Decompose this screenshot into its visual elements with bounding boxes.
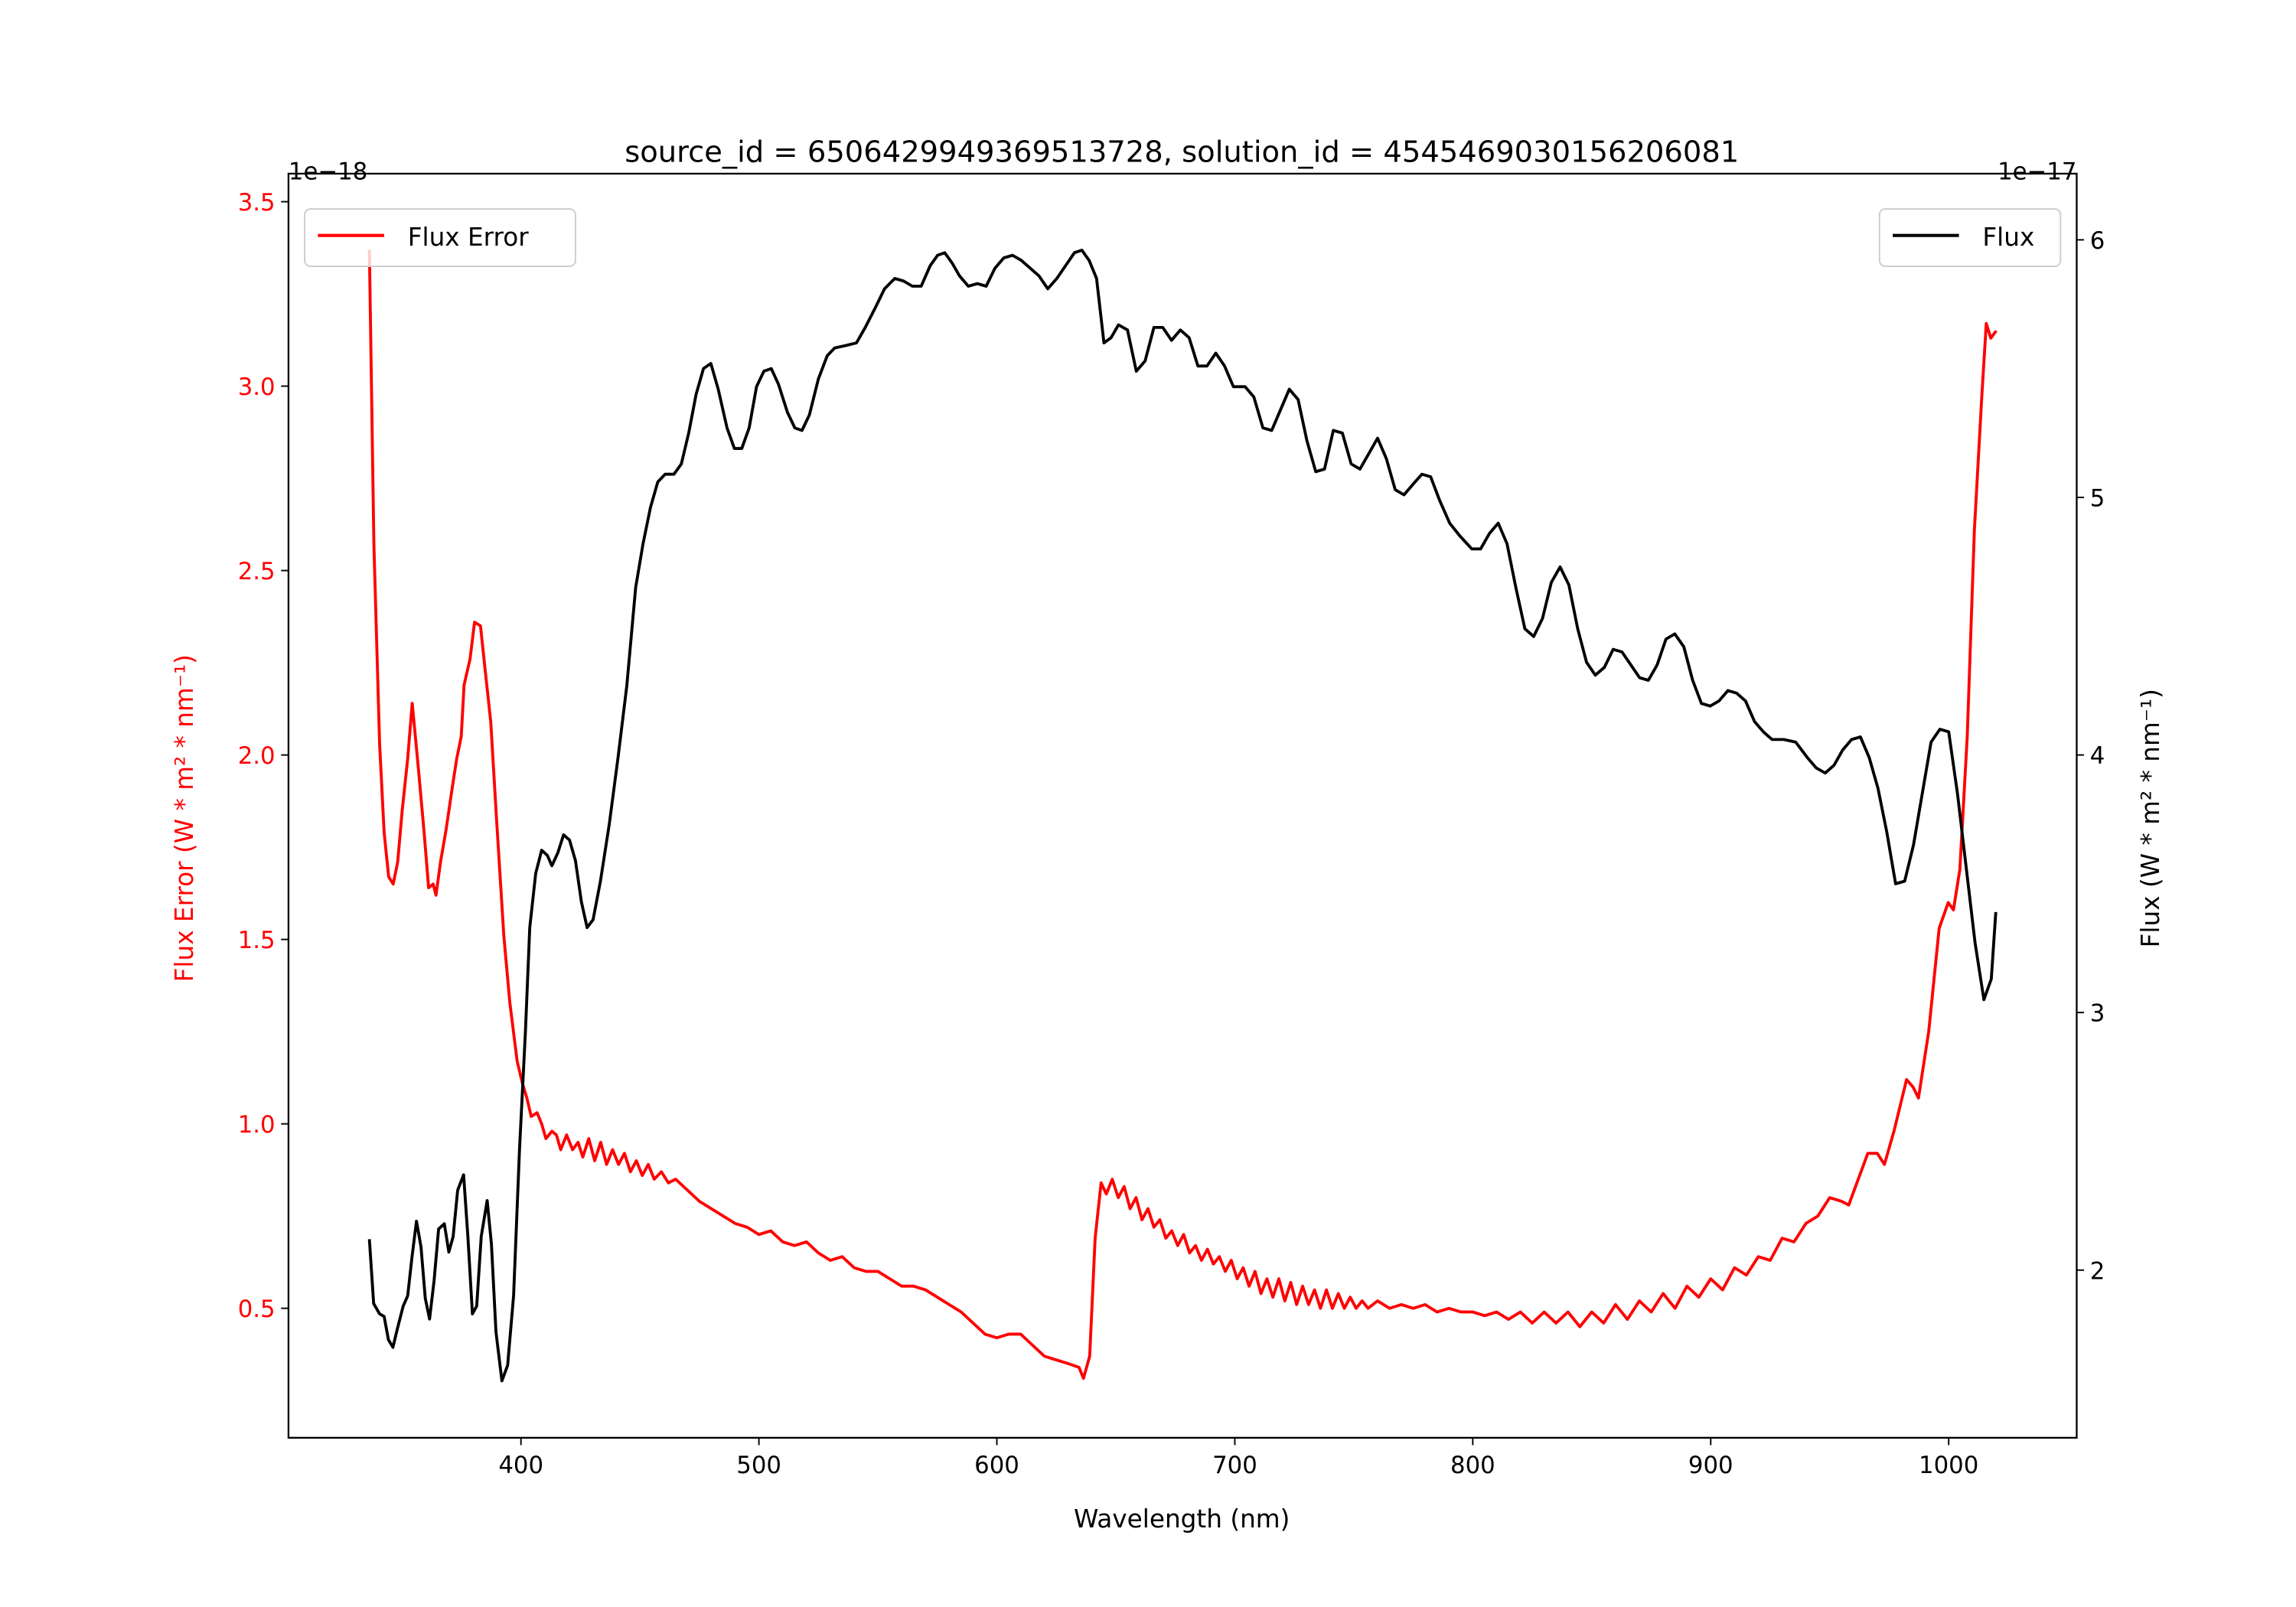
legend-label-flux: Flux — [1982, 223, 2034, 252]
right-y-tick-label: 3 — [2090, 1000, 2105, 1028]
legend-label-flux-error: Flux Error — [408, 223, 530, 252]
right-y-axis-label: Flux (W * m² * nm⁻¹) — [2136, 689, 2165, 947]
series-line-flux-error — [367, 249, 1998, 1380]
legend-box — [1878, 208, 2062, 268]
x-tick-label: 800 — [1450, 1452, 1495, 1479]
chart-title: source_id = 6506429949369513728, solutio… — [625, 135, 1739, 170]
axis-ticks: 400 500 600 700 800 900 1000 0.5 1.0 1.5 2.0 2.5 3.0… — [238, 189, 2105, 1479]
left-offset-label: 1e−18 — [289, 158, 367, 186]
left-y-tick-label: 1.0 — [238, 1111, 276, 1139]
x-tick-label: 400 — [498, 1452, 543, 1479]
axes-frame — [287, 172, 2078, 1439]
left-y-tick-label: 2.5 — [238, 558, 276, 585]
x-tick-label: 900 — [1688, 1452, 1733, 1479]
left-y-axis-label: Flux Error (W * m² * nm⁻¹) — [170, 654, 199, 982]
right-y-tick-label: 2 — [2090, 1257, 2105, 1285]
right-y-tick-label: 5 — [2090, 485, 2105, 513]
x-tick-label: 700 — [1212, 1452, 1257, 1479]
left-y-tick-label: 0.5 — [238, 1296, 276, 1323]
x-tick-label: 500 — [736, 1452, 781, 1479]
x-axis-label: Wavelength (nm) — [1074, 1504, 1290, 1534]
left-y-tick-label: 3.0 — [238, 373, 276, 401]
legend-box — [304, 208, 576, 268]
x-tick-label: 600 — [974, 1452, 1019, 1479]
plot-lines — [367, 248, 1998, 1383]
left-y-tick-label: 2.0 — [238, 742, 276, 770]
left-y-tick-label: 3.5 — [238, 189, 276, 217]
right-y-tick-label: 4 — [2090, 742, 2105, 770]
right-y-tick-label: 6 — [2090, 227, 2105, 255]
series-line-flux — [367, 248, 1998, 1383]
legend-flux: Flux — [1878, 208, 2062, 268]
legend-flux-error: Flux Error — [304, 208, 576, 268]
left-y-tick-label: 1.5 — [238, 927, 276, 954]
right-offset-label: 1e−17 — [1998, 158, 2076, 186]
x-tick-label: 1000 — [1919, 1452, 1978, 1479]
